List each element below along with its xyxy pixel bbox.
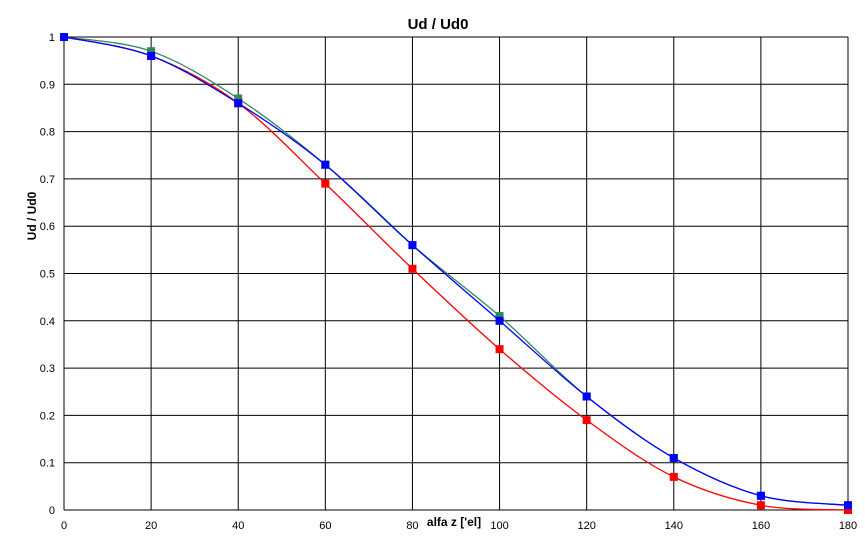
data-point-marker bbox=[669, 453, 678, 462]
data-point-marker bbox=[756, 501, 765, 510]
data-point-marker bbox=[147, 51, 156, 60]
x-tick-label: 100 bbox=[490, 520, 508, 532]
plot-grid bbox=[63, 36, 849, 511]
x-tick-labels: 0 20 40 60 80 100 120 140 160 180 bbox=[61, 520, 857, 532]
data-point-marker bbox=[408, 264, 417, 273]
x-axis-title: alfa z ['el] bbox=[427, 515, 481, 529]
y-tick-label: 0.9 bbox=[40, 79, 55, 91]
y-tick-label: 0 bbox=[49, 505, 55, 517]
x-tick-label: 20 bbox=[145, 520, 157, 532]
data-point-marker bbox=[844, 506, 852, 514]
data-point-marker bbox=[60, 33, 68, 41]
series-3 bbox=[60, 33, 852, 510]
x-tick-label: 180 bbox=[839, 520, 857, 532]
data-point-marker bbox=[495, 312, 504, 321]
x-tick-label: 140 bbox=[665, 520, 683, 532]
data-point-marker bbox=[844, 501, 852, 510]
y-tick-label: 0.6 bbox=[40, 221, 55, 233]
data-point-marker bbox=[408, 241, 417, 250]
y-axis-title: Ud / Ud0 bbox=[25, 191, 39, 240]
x-tick-label: 160 bbox=[752, 520, 770, 532]
x-tick-label: 80 bbox=[406, 520, 418, 532]
data-point-marker bbox=[147, 47, 156, 56]
series-1 bbox=[60, 33, 852, 510]
x-tick-label: 0 bbox=[61, 520, 67, 532]
x-tick-label: 60 bbox=[319, 520, 331, 532]
data-point-marker bbox=[234, 99, 243, 108]
y-tick-label: 0.1 bbox=[40, 458, 55, 470]
series-layer bbox=[60, 33, 852, 514]
data-point-marker bbox=[495, 316, 504, 325]
data-point-marker bbox=[582, 416, 591, 425]
data-point-marker bbox=[669, 472, 678, 481]
series-line bbox=[63, 36, 849, 511]
y-tick-label: 1 bbox=[49, 32, 55, 44]
data-point-marker bbox=[321, 179, 330, 188]
y-tick-label: 0.2 bbox=[40, 410, 55, 422]
y-tick-label: 0.7 bbox=[40, 174, 55, 186]
x-axis-title-background bbox=[422, 513, 486, 529]
y-tick-label: 0.5 bbox=[40, 269, 55, 281]
chart-title: Ud / Ud0 bbox=[408, 16, 469, 33]
series-line bbox=[63, 36, 849, 506]
y-tick-label: 0.3 bbox=[40, 363, 55, 375]
y-tick-labels: 0 0.1 0.2 0.3 0.4 0.5 0.6 0.7 0.8 0.9 1 bbox=[40, 32, 55, 517]
data-point-marker bbox=[495, 345, 504, 354]
y-tick-label: 0.8 bbox=[40, 127, 55, 139]
data-point-marker bbox=[321, 160, 330, 169]
x-tick-label: 40 bbox=[232, 520, 244, 532]
data-point-marker bbox=[234, 94, 243, 103]
x-tick-label: 120 bbox=[577, 520, 595, 532]
data-point-marker bbox=[582, 392, 591, 401]
y-tick-label: 0.4 bbox=[40, 316, 55, 328]
series-line bbox=[63, 36, 849, 506]
data-point-marker bbox=[756, 491, 765, 500]
